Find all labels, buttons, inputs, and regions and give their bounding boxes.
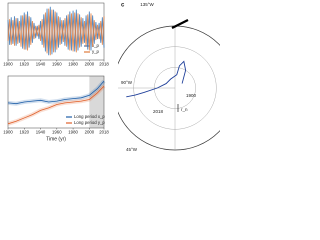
x-tick-label: 2018 xyxy=(99,62,109,67)
legend-label: Long period y_p xyxy=(74,120,105,125)
end-label: 2018 xyxy=(153,109,164,114)
x-tick-label: 1900 xyxy=(3,62,13,67)
pole-track xyxy=(126,60,187,98)
plot-frame xyxy=(7,75,105,129)
legend-label: y_p xyxy=(92,49,100,54)
vector-label: r_n xyxy=(181,107,188,112)
x-tick-label: 1940 xyxy=(36,62,46,67)
x-axis-label: Time (yr) xyxy=(46,136,66,142)
start-label: 1900 xyxy=(186,93,197,98)
series-line xyxy=(7,80,105,105)
legend-label: Long period x_p xyxy=(74,114,105,119)
x-tick-label: 1900 xyxy=(3,130,13,135)
mean-direction xyxy=(171,19,189,29)
x-tick-label: 2000 xyxy=(85,62,95,67)
series-line xyxy=(7,8,105,56)
polar-panel xyxy=(118,19,220,151)
angle-label: 45°W xyxy=(126,147,138,152)
x-tick-label: 2018 xyxy=(99,130,109,135)
shaded-span xyxy=(89,76,104,128)
angle-label: 90°W xyxy=(121,80,133,85)
x-tick-label: 1960 xyxy=(52,130,62,135)
x-tick-label: 1980 xyxy=(68,62,78,67)
plot-frame xyxy=(7,2,105,61)
x-tick-label: 1960 xyxy=(52,62,62,67)
x-tick-label: 1940 xyxy=(36,130,46,135)
figure: 1900 1920 1940 1960 1980 2000 2018 x_py_p 1900 19… xyxy=(3,2,220,152)
x-tick-label: 2000 xyxy=(85,130,95,135)
angle-label: 135°W xyxy=(140,2,154,7)
series-line xyxy=(7,85,105,125)
x-tick-label: 1980 xyxy=(68,130,78,135)
panel-label: c xyxy=(121,3,125,9)
x-tick-label: 1920 xyxy=(19,130,29,135)
x-tick-label: 1920 xyxy=(19,62,29,67)
legend-label: x_p xyxy=(92,43,100,48)
